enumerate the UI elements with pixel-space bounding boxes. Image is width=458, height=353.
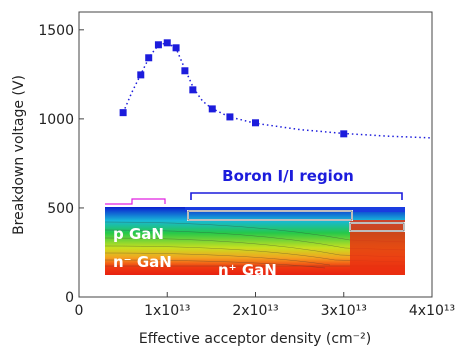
x-axis-label: Effective acceptor density (cm⁻²) (139, 331, 371, 347)
data-point (252, 119, 259, 126)
data-point (226, 113, 233, 120)
data-point (340, 130, 347, 137)
fit-curve (123, 43, 432, 138)
x-tick-label: 2x10¹³ (232, 303, 278, 319)
y-tick-label: 1500 (38, 23, 74, 39)
data-point (120, 109, 127, 116)
x-tick-label: 1x10¹³ (144, 303, 190, 319)
x-tick-label: 0 (75, 303, 84, 319)
data-point (189, 86, 196, 93)
annotation: n⁺ GaN (218, 261, 277, 279)
chart: Boron I/I region p GaN n⁻ GaN n⁺ GaN Eff… (0, 0, 458, 349)
data-point (173, 44, 180, 51)
annotation: Boron I/I region (222, 167, 354, 185)
x-tick-label: 3x10¹³ (321, 303, 367, 319)
y-tick-label: 0 (65, 290, 74, 306)
page: Boron I/I region p GaN n⁻ GaN n⁺ GaN Eff… (0, 0, 458, 353)
annotation: n⁻ GaN (113, 253, 172, 271)
y-tick-label: 1000 (38, 112, 74, 128)
data-point (181, 67, 188, 74)
data-point (145, 54, 152, 61)
data-point (137, 71, 144, 78)
annotation: p GaN (113, 225, 164, 243)
y-axis-label: Breakdown voltage (V) (11, 75, 27, 235)
y-tick-label: 500 (47, 201, 74, 217)
data-point (164, 39, 171, 46)
data-point (209, 105, 216, 112)
data-point (155, 41, 162, 48)
x-tick-label: 4x10¹³ (409, 303, 455, 319)
